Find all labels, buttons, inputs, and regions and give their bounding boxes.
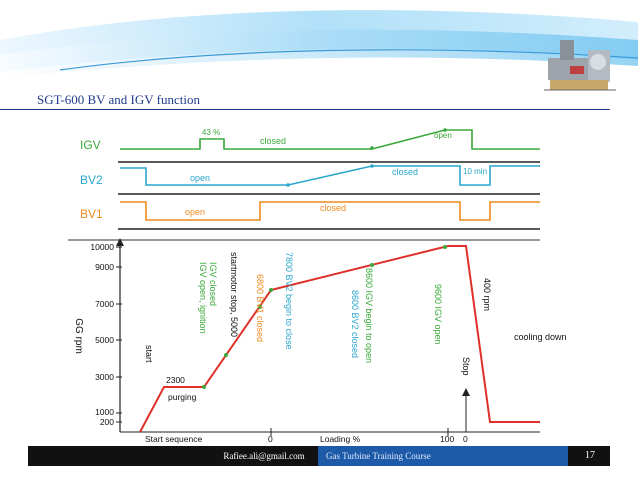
y-tick-5000: 5000 bbox=[95, 335, 114, 345]
bv2-time-label: 10 min bbox=[463, 167, 487, 176]
annotation-ignition: IGV open, ignition bbox=[198, 262, 208, 334]
title-underline bbox=[0, 109, 610, 110]
igv-line bbox=[120, 129, 540, 150]
x-label-loading: Loading % bbox=[320, 434, 361, 444]
igv-point-b bbox=[443, 128, 447, 132]
bv1-track: BV1 open closed bbox=[80, 201, 540, 230]
y-tick-1000: 1000 bbox=[95, 407, 114, 417]
annotation-2300: 2300 bbox=[166, 375, 185, 385]
bv1-line bbox=[120, 201, 540, 221]
y-tick-200: 200 bbox=[100, 417, 114, 427]
igv-point-a bbox=[370, 146, 374, 150]
igv-label: IGV bbox=[80, 138, 101, 152]
igv-open-pct: 43 % bbox=[202, 128, 220, 137]
annotation-400rpm: 400 rpm bbox=[482, 278, 492, 311]
bv1-closed-label: closed bbox=[320, 203, 346, 213]
curve-point-9600 bbox=[443, 245, 447, 249]
annotation-cooling: cooling down bbox=[514, 332, 567, 342]
bv2-open-label: open bbox=[190, 173, 210, 183]
bv2-track: BV2 open closed 10 min bbox=[80, 164, 540, 195]
annotation-starter-stop: startmotor stop, 5000 bbox=[229, 252, 239, 337]
bv2-line bbox=[120, 165, 540, 186]
x-label-start-sequence: Start sequence bbox=[145, 434, 202, 444]
footer-course: Gas Turbine Training Course bbox=[318, 446, 568, 466]
gas-turbine-illustration bbox=[544, 40, 616, 91]
x-label-hundred: 100 bbox=[440, 434, 454, 444]
slide-title: SGT-600 BV and IGV function bbox=[37, 92, 200, 107]
bv1-label: BV1 bbox=[80, 207, 103, 221]
y-axis-arrow bbox=[116, 238, 124, 246]
bv2-closed-label: closed bbox=[392, 167, 418, 177]
annotation-igv-closed: IGV closed bbox=[208, 262, 218, 306]
igv-track: IGV 43 % closed open bbox=[80, 128, 540, 163]
curve-point-purge-end bbox=[202, 385, 206, 389]
header-swoosh bbox=[0, 10, 638, 78]
curve-point-8600 bbox=[370, 263, 374, 267]
annotation-stop: Stop bbox=[461, 357, 471, 376]
bv2-point-b bbox=[370, 164, 374, 168]
footer-email: Rafiee.ali@gmail.com bbox=[223, 451, 305, 461]
y-tick-10000: 10000 bbox=[90, 242, 114, 252]
annotation-purging: purging bbox=[168, 392, 197, 402]
rpm-graph: GG rpm 10000 9000 7000 5000 3000 1000 20… bbox=[73, 238, 567, 444]
y-tick-9000: 9000 bbox=[95, 262, 114, 272]
bv1-open-label: open bbox=[185, 207, 205, 217]
annotation-bv2-begin-close: 7800 BV2 begin to close bbox=[284, 252, 294, 350]
y-tick-7000: 7000 bbox=[95, 299, 114, 309]
annotation-igv-open: 9600 IGV open bbox=[433, 284, 443, 345]
page-number: 17 bbox=[585, 450, 595, 461]
annotation-bv2-closed: 8600 BV2 closed bbox=[350, 290, 360, 358]
y-axis-title: GG rpm bbox=[73, 318, 84, 354]
igv-closed-label: closed bbox=[260, 136, 286, 146]
x-label-zero-a: 0 bbox=[268, 434, 273, 444]
annotation-igv-begin-open: 8600 IGV begin to open bbox=[364, 268, 374, 363]
igv-open-label: open bbox=[434, 131, 452, 140]
rpm-curve bbox=[139, 245, 540, 433]
stop-arrow-head bbox=[462, 388, 470, 396]
x-label-zero-b: 0 bbox=[463, 434, 468, 444]
annotation-start: start bbox=[144, 345, 154, 363]
curve-point-7800 bbox=[269, 288, 273, 292]
annotation-bv1-closed: 6800 BV1 closed bbox=[255, 274, 265, 342]
curve-point-5000 bbox=[224, 353, 228, 357]
y-ticks: 10000 9000 7000 5000 3000 1000 200 bbox=[90, 242, 122, 427]
bv2-label: BV2 bbox=[80, 173, 103, 187]
y-tick-3000: 3000 bbox=[95, 372, 114, 382]
curve-point-6800 bbox=[258, 305, 262, 309]
bv2-point-a bbox=[286, 183, 290, 187]
